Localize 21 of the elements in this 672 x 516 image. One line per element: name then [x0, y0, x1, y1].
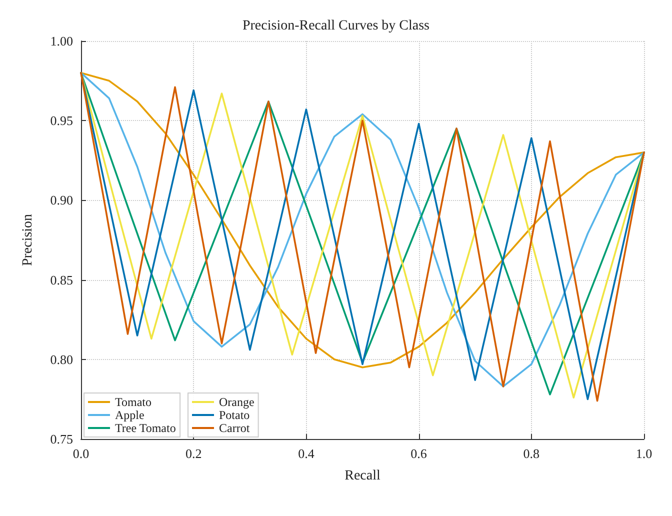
legend-label: Tree Tomato [115, 421, 176, 435]
y-tick-label: 0.90 [50, 192, 73, 208]
y-tick-label: 0.75 [50, 432, 73, 446]
x-tick-label: 0.0 [72, 446, 90, 461]
legend-label: Carrot [219, 421, 250, 435]
y-tick-label: 0.85 [50, 272, 73, 288]
x-tick-label: 0.4 [298, 446, 315, 461]
legend-label: Tomato [115, 395, 152, 409]
x-axis-title: Recall [344, 468, 380, 484]
y-tick-label: 1.00 [50, 34, 73, 48]
y-axis-title: Precision [20, 214, 36, 266]
chart-title: Precision-Recall Curves by Class [242, 18, 430, 34]
x-tick-label: 1.0 [636, 446, 652, 461]
x-tick-label: 0.6 [410, 446, 428, 461]
legend-label: Potato [219, 408, 250, 422]
legend-label: Orange [219, 395, 254, 409]
y-tick-label: 0.95 [50, 113, 73, 128]
x-tick-label: 0.8 [523, 446, 540, 461]
legend-label: Apple [115, 408, 144, 422]
y-tick-label: 0.80 [50, 352, 73, 367]
x-tick-label: 0.2 [185, 446, 202, 461]
